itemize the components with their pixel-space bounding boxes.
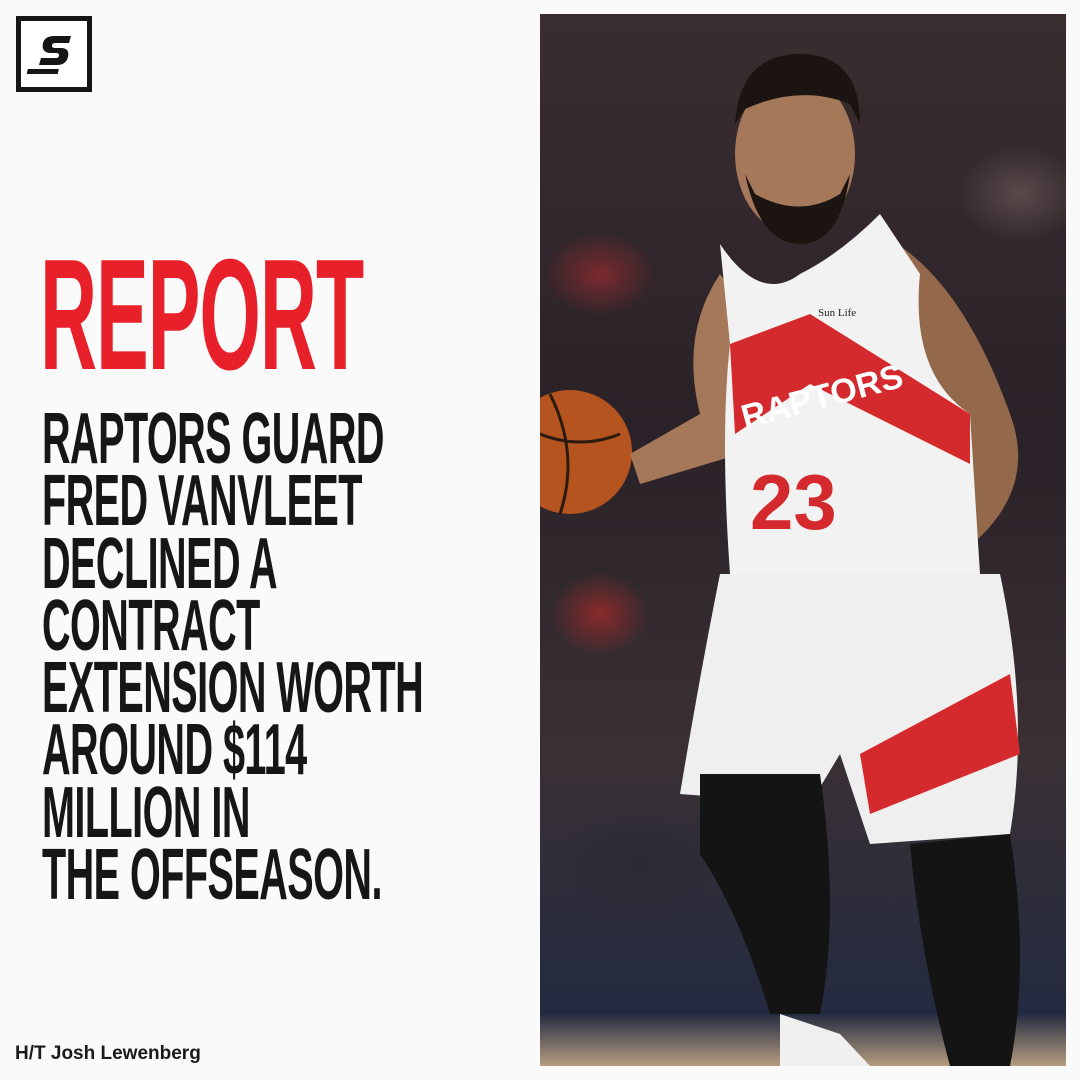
body-line: THE OFFSEASON. [42, 835, 382, 916]
headline-report: REPORT [40, 227, 364, 403]
credit-text: H/T Josh Lewenberg [15, 1043, 201, 1064]
thescore-logo [16, 16, 92, 92]
body-line: FRED VANVLEET [42, 461, 362, 542]
body-line: DECLINED A [42, 523, 278, 604]
body-line: CONTRACT [42, 585, 260, 666]
player-photo: RAPTORS 23 Sun Life [540, 14, 1066, 1066]
body-line: RAPTORS GUARD [42, 399, 384, 479]
body-line: EXTENSION WORTH [42, 648, 424, 729]
body-line: AROUND $114 [42, 710, 307, 791]
jersey-sponsor: Sun Life [818, 307, 856, 319]
body-line: MILLION IN [42, 772, 250, 853]
jersey-number: 23 [750, 458, 837, 546]
report-body: RAPTORS GUARD FRED VANVLEET DECLINED A C… [42, 399, 735, 916]
